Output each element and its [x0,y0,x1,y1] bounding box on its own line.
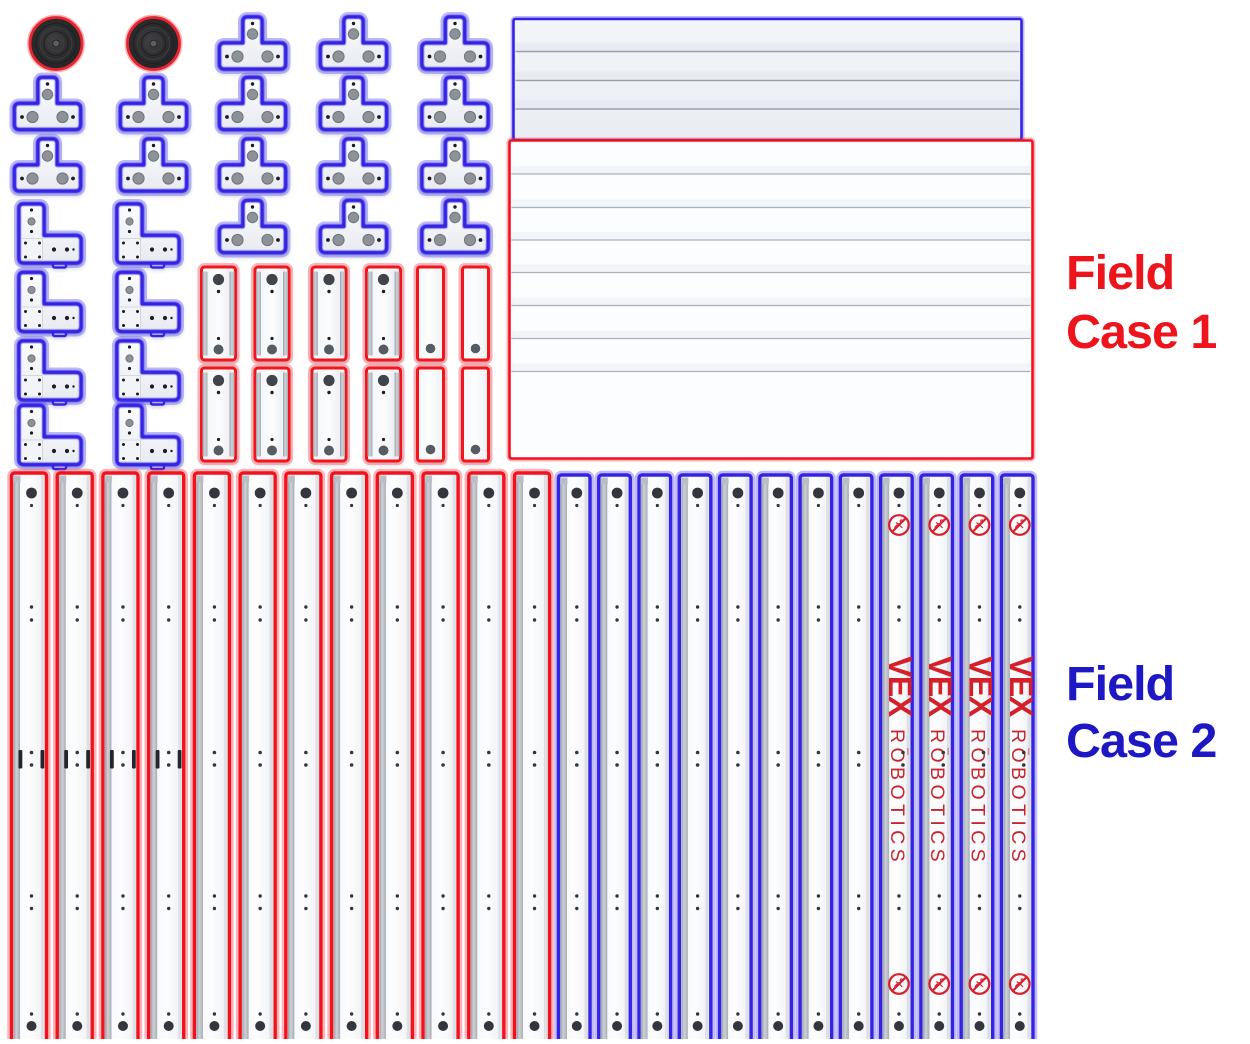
svg-text:VEX: VEX [922,656,958,718]
svg-text:VEX: VEX [963,656,999,718]
svg-text:ROBOTICS: ROBOTICS [886,729,908,866]
svg-text:ROBOTICS: ROBOTICS [926,729,948,866]
svg-text:ROBOTICS: ROBOTICS [967,729,989,866]
svg-text:Case 1: Case 1 [1066,305,1216,359]
svg-text:Field: Field [1066,657,1174,711]
svg-text:ROBOTICS: ROBOTICS [1007,729,1029,866]
svg-text:VEX: VEX [1003,656,1039,718]
svg-text:VEX: VEX [882,656,918,718]
svg-text:Case 2: Case 2 [1066,714,1216,768]
svg-text:Field: Field [1066,246,1174,300]
